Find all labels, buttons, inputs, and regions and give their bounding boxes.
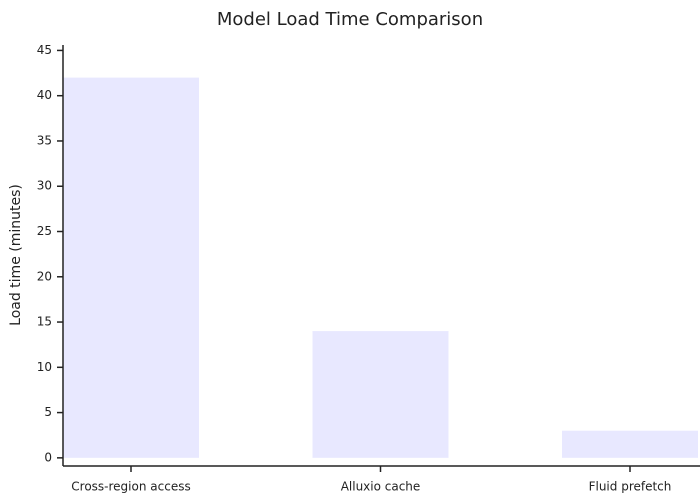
bar: [312, 331, 449, 458]
y-tick-label: 25: [37, 224, 52, 238]
y-axis-label: Load time (minutes): [8, 184, 24, 326]
x-tick-label: Alluxio cache: [341, 480, 421, 494]
x-tick-label: Fluid prefetch: [589, 480, 672, 494]
bar: [562, 430, 698, 458]
y-tick-label: 30: [37, 179, 52, 193]
y-tick-label: 5: [44, 405, 52, 419]
y-tick-label: 45: [37, 43, 52, 57]
y-tick-label: 40: [37, 88, 52, 102]
bar: [63, 77, 199, 458]
y-tick-label: 0: [44, 450, 52, 464]
y-tick-label: 10: [37, 360, 52, 374]
x-tick-label: Cross-region access: [71, 480, 190, 494]
chart-title: Model Load Time Comparison: [217, 9, 483, 30]
y-tick-label: 20: [37, 269, 52, 283]
y-tick-label: 15: [37, 315, 52, 329]
y-tick-label: 35: [37, 133, 52, 147]
